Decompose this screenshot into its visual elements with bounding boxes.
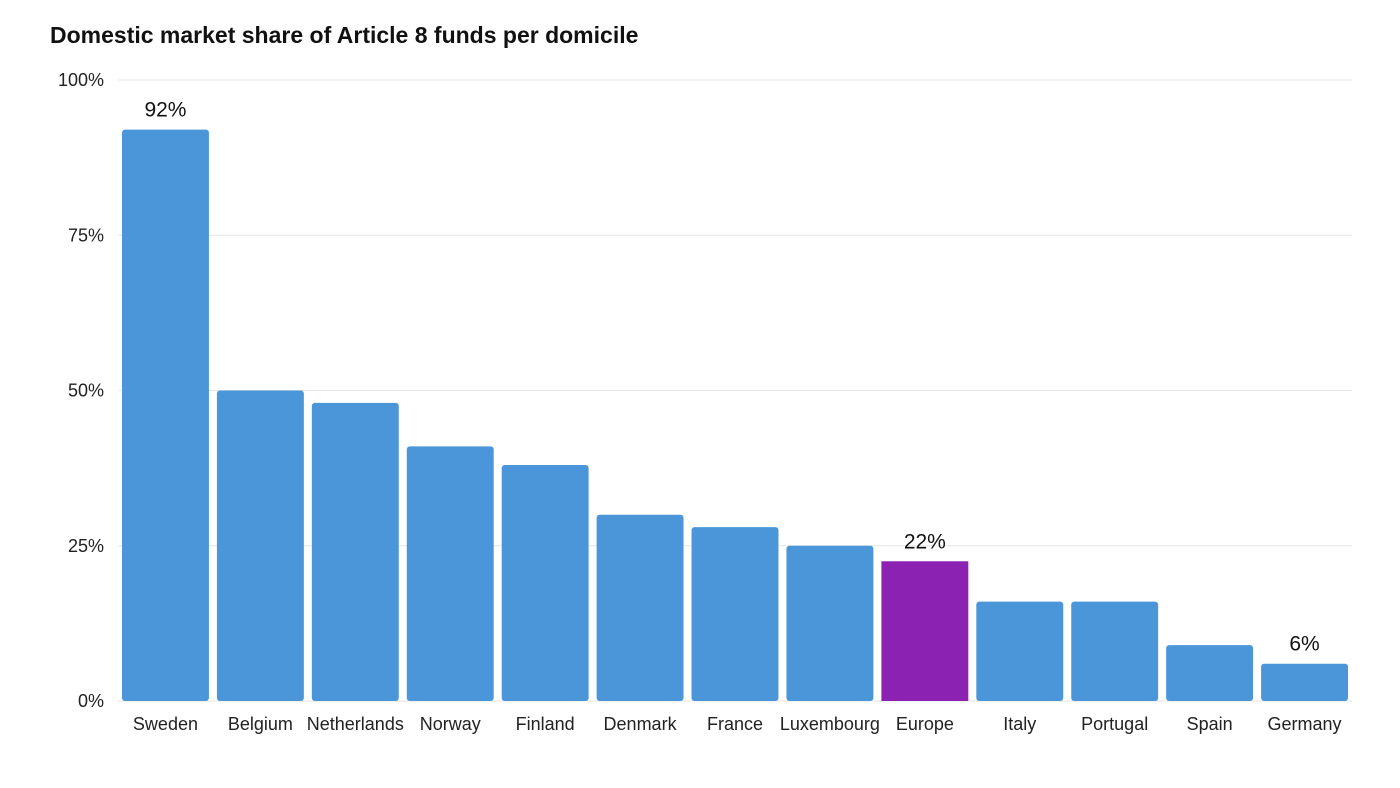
- bar-luxembourg: [786, 545, 874, 701]
- y-tick-label: 0%: [78, 691, 104, 711]
- bar-france: [691, 527, 779, 701]
- data-label-germany: 6%: [1289, 633, 1319, 656]
- y-tick-label: 100%: [58, 70, 104, 90]
- y-tick-label: 75%: [68, 225, 104, 245]
- bar-sweden: [122, 129, 209, 701]
- bar-norway: [406, 446, 494, 701]
- x-tick-label: Europe: [896, 714, 954, 734]
- data-labels: 92% 22% 6%: [144, 99, 1319, 656]
- bar-europe: [881, 561, 969, 701]
- y-tick-label: 50%: [68, 381, 104, 401]
- data-label-sweden: 92%: [144, 99, 186, 122]
- data-label-europe: 22%: [904, 530, 946, 553]
- bar-italy: [976, 601, 1064, 701]
- x-tick-label: France: [707, 714, 763, 734]
- x-tick-label: Norway: [420, 714, 481, 734]
- chart-title: Domestic market share of Article 8 funds…: [50, 22, 639, 48]
- bar-spain: [1166, 645, 1254, 701]
- y-axis-tick-labels: 0% 25% 50% 75% 100%: [58, 70, 104, 711]
- x-tick-label: Belgium: [228, 714, 293, 734]
- bar-finland: [501, 465, 589, 701]
- y-tick-label: 25%: [68, 536, 104, 556]
- x-tick-label: Denmark: [604, 714, 678, 734]
- x-tick-label: Finland: [516, 714, 575, 734]
- bar-portugal: [1071, 601, 1159, 701]
- bar-netherlands: [311, 402, 399, 701]
- bars: [122, 129, 1348, 701]
- x-tick-label: Germany: [1268, 714, 1342, 734]
- x-tick-label: Italy: [1003, 714, 1036, 734]
- x-tick-label: Sweden: [133, 714, 198, 734]
- x-tick-label: Portugal: [1081, 714, 1148, 734]
- bar-denmark: [596, 514, 684, 701]
- x-tick-label: Spain: [1187, 714, 1233, 734]
- bar-belgium: [216, 390, 304, 701]
- bar-germany: [1261, 663, 1348, 701]
- x-tick-label: Netherlands: [307, 714, 404, 734]
- x-axis-tick-labels: Sweden Belgium Netherlands Norway Finland Den…: [133, 714, 1342, 734]
- x-tick-label: Luxembourg: [780, 714, 880, 734]
